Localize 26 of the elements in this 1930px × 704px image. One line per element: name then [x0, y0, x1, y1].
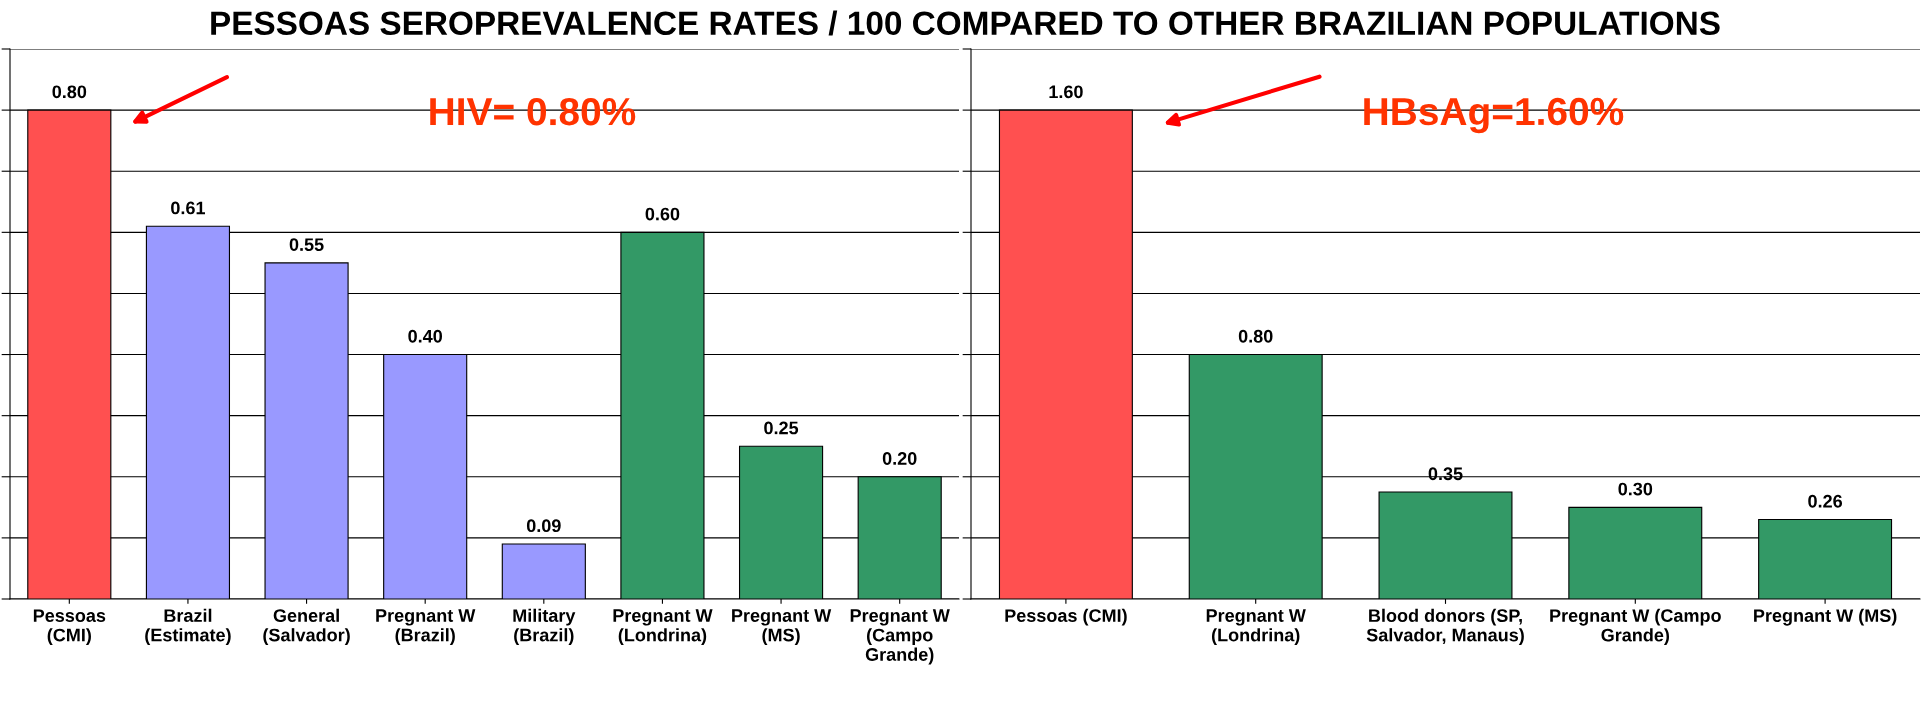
x-tick-label: Pregnant W (Campo Grande) — [1550, 608, 1721, 646]
x-tick-label: Pregnant W (Londrina) — [613, 609, 713, 645]
x-tick-label: Pessoas (CMI) — [1005, 608, 1127, 626]
x-tick-label: Brazil (Estimate) — [145, 608, 231, 645]
data-label: 0.80 — [52, 85, 87, 99]
chart-title: PESSOAS SEROPREVALENCE RATES / 100 COMPARED TO OTHER BRAZILIAN POPULATIONS — [211, 10, 1720, 36]
x-tick-label: Military (Brazil) — [513, 608, 576, 645]
data-label: 0.61 — [171, 201, 206, 215]
x-tick-label: Pessoas (CMI) — [33, 609, 106, 645]
data-label: 0.25 — [764, 421, 799, 435]
x-tick-label: Blood donors (SP, Salvador, Manaus) — [1366, 608, 1524, 645]
data-label: 0.80 — [1238, 329, 1273, 343]
data-label: 0.40 — [408, 329, 443, 343]
data-label: 0.55 — [289, 238, 324, 251]
data-label: 0.30 — [1618, 482, 1653, 496]
data-label: 0.20 — [882, 452, 917, 465]
data-label: 1.60 — [1049, 85, 1083, 99]
x-tick-label: General (Salvador) — [263, 608, 350, 645]
x-tick-label: Pregnant W (Londrina) — [1206, 609, 1306, 645]
data-label: 0.09 — [526, 519, 561, 533]
data-label: 0.26 — [1808, 494, 1843, 508]
x-tick-label: Pregnant W (MS) — [732, 609, 832, 645]
data-label: 0.60 — [645, 207, 680, 221]
x-tick-label: Pregnant W (Brazil) — [376, 609, 476, 645]
x-tick-label: Pregnant W (Campo Grande) — [850, 609, 950, 665]
x-tick-label: Pregnant W (MS) — [1754, 608, 1897, 626]
